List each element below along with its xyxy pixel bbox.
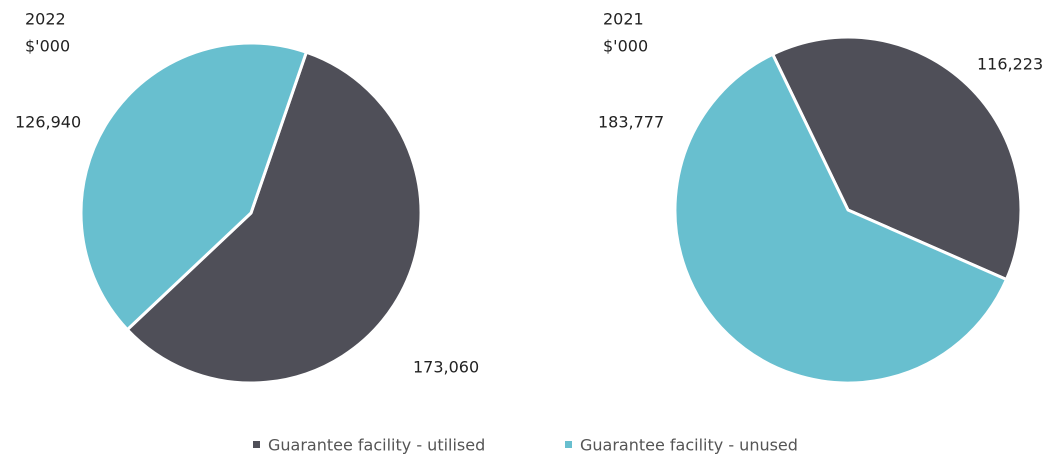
pie-slice [771,35,1023,281]
pie-slice [125,50,423,385]
chart-title: 2021 [603,10,644,29]
data-label: 116,223 [977,55,1043,74]
pie-slice [673,52,1008,385]
legend-label: Guarantee facility - unused [580,436,798,455]
data-label: 173,060 [413,358,479,377]
data-label: 183,777 [598,113,664,132]
legend-swatch [565,441,572,448]
pie-slice [79,41,308,332]
legend-label: Guarantee facility - utilised [268,436,485,455]
chart-subtitle: $'000 [25,37,70,56]
chart-subtitle: $'000 [603,37,648,56]
data-label: 126,940 [15,113,81,132]
legend-swatch [253,441,260,448]
chart-title: 2022 [25,10,66,29]
